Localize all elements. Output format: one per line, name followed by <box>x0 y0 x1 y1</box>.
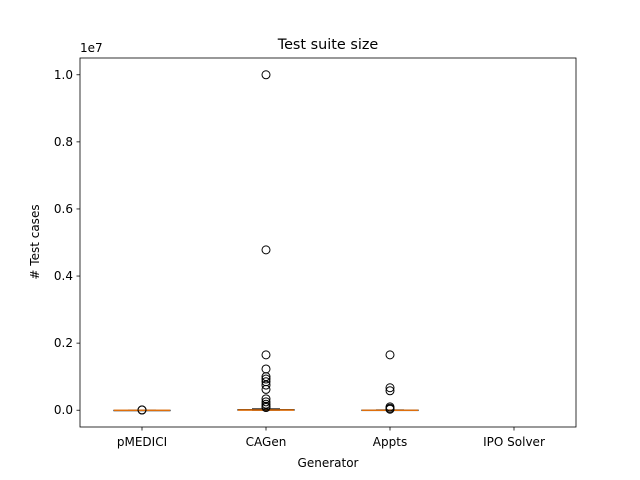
flier-point <box>137 405 147 415</box>
flier-point <box>261 397 271 407</box>
flier-point <box>261 350 271 360</box>
x-tick-label: CAGen <box>246 435 287 449</box>
flier-point <box>261 403 271 413</box>
x-tick-label: Appts <box>373 435 407 449</box>
axes-frame <box>79 57 577 428</box>
flier-point <box>385 404 395 414</box>
y-tick-label: 0.2 <box>54 336 73 350</box>
flier-point <box>261 394 271 404</box>
flier-point <box>385 350 395 360</box>
x-axis-label: Generator <box>298 456 359 470</box>
flier-point <box>261 245 271 255</box>
y-tick-label: 0.6 <box>54 202 73 216</box>
y-offset-text: 1e7 <box>80 41 103 55</box>
plot-area: 0.0 0.2 0.4 0.6 0.8 1.0 pMEDICI CAGen Appts IPO S… <box>54 68 545 449</box>
flier-point <box>261 70 271 80</box>
y-tick-label: 0.8 <box>54 135 73 149</box>
y-tick-label: 0.0 <box>54 403 73 417</box>
y-axis-label: # Test cases <box>28 204 42 279</box>
flier-point <box>385 386 395 396</box>
flier-point <box>261 374 271 384</box>
x-tick-label: IPO Solver <box>483 435 545 449</box>
y-tick-label: 1.0 <box>54 68 73 82</box>
x-tick-label: pMEDICI <box>117 435 167 449</box>
y-tick-label: 0.4 <box>54 269 73 283</box>
flier-point <box>385 383 395 393</box>
flier-point <box>261 380 271 390</box>
flier-point <box>261 384 271 394</box>
flier-point <box>261 364 271 374</box>
chart-title: Test suite size <box>277 37 379 53</box>
